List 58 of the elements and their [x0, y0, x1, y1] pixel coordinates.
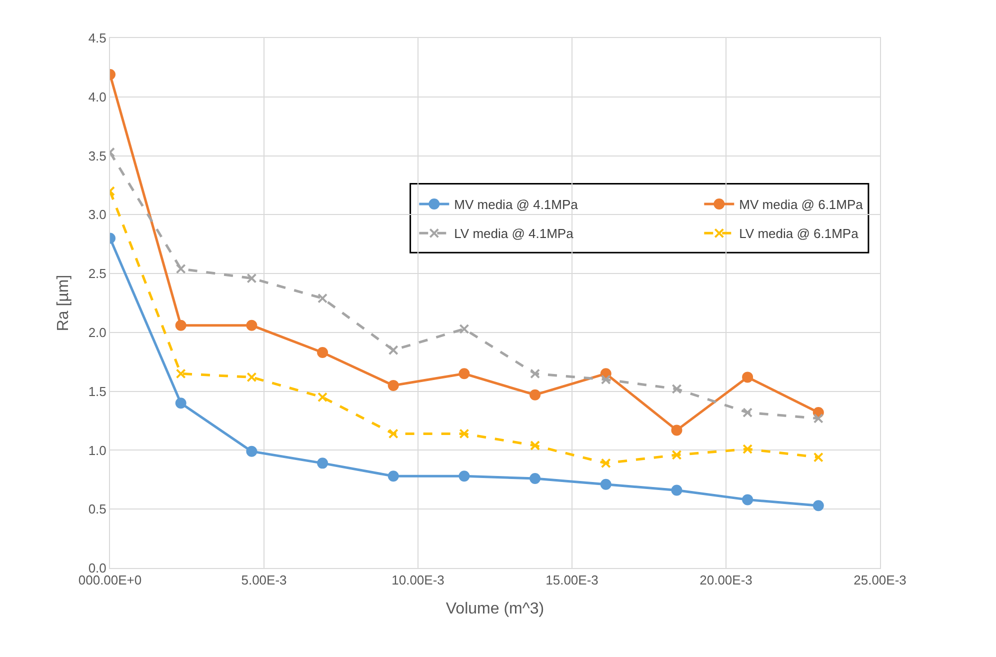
point — [600, 374, 611, 385]
point — [388, 428, 398, 439]
legend-label: LV media @ 4.1MPa — [454, 226, 574, 242]
point — [459, 324, 470, 334]
point — [318, 392, 328, 402]
x-tick-label: 20.00E-3 — [700, 572, 752, 588]
y-tick-label: 3.0 — [88, 207, 106, 222]
point — [813, 413, 824, 424]
legend-label: MV media @ 6.1MPa — [739, 197, 864, 212]
point — [671, 424, 682, 436]
point — [600, 478, 612, 490]
point — [175, 320, 186, 331]
point — [672, 384, 682, 394]
x-tick-label: 5.00E-3 — [241, 572, 287, 588]
point — [813, 452, 824, 462]
point — [246, 372, 257, 382]
y-tick-label: 2.0 — [88, 324, 106, 340]
point — [812, 500, 824, 512]
point — [458, 470, 470, 482]
point — [530, 472, 541, 484]
x-tick-label: 15.00E-3 — [546, 572, 598, 588]
point — [742, 408, 753, 418]
x-axis-title: Volume (m^3) — [446, 600, 544, 618]
y-tick-label: 4.5 — [88, 30, 106, 46]
point — [742, 372, 754, 383]
point — [671, 484, 682, 496]
point — [317, 346, 328, 358]
point — [176, 264, 186, 274]
legend-label: MV media @ 4.1MPa — [454, 197, 579, 212]
point — [530, 389, 541, 400]
y-tick-label: 3.5 — [88, 148, 106, 164]
point — [317, 458, 328, 469]
point — [600, 458, 611, 468]
point — [318, 293, 328, 304]
y-tick-label: 1.0 — [88, 442, 106, 458]
point — [246, 446, 258, 457]
y-axis-title: Ra [µm] — [55, 274, 72, 332]
x-tick-label: 25.00E-3 — [854, 572, 906, 588]
y-tick-label: 0.5 — [88, 502, 106, 517]
point — [175, 398, 186, 409]
point — [246, 320, 258, 331]
y-tick-label: 1.5 — [88, 384, 106, 399]
point — [458, 368, 470, 380]
point — [742, 494, 754, 506]
point — [246, 273, 257, 284]
point — [530, 440, 540, 451]
y-tick-label: 4.0 — [88, 89, 106, 104]
point — [459, 428, 470, 439]
point — [742, 444, 753, 454]
legend-label: LV media @ 6.1MPa — [739, 226, 860, 242]
point — [388, 345, 398, 356]
point — [530, 368, 540, 379]
point — [176, 368, 186, 379]
point — [388, 380, 399, 391]
point — [672, 450, 682, 460]
y-tick-label: 2.5 — [88, 266, 106, 282]
x-tick-label: 10.00E-3 — [392, 572, 444, 588]
point — [388, 470, 399, 482]
